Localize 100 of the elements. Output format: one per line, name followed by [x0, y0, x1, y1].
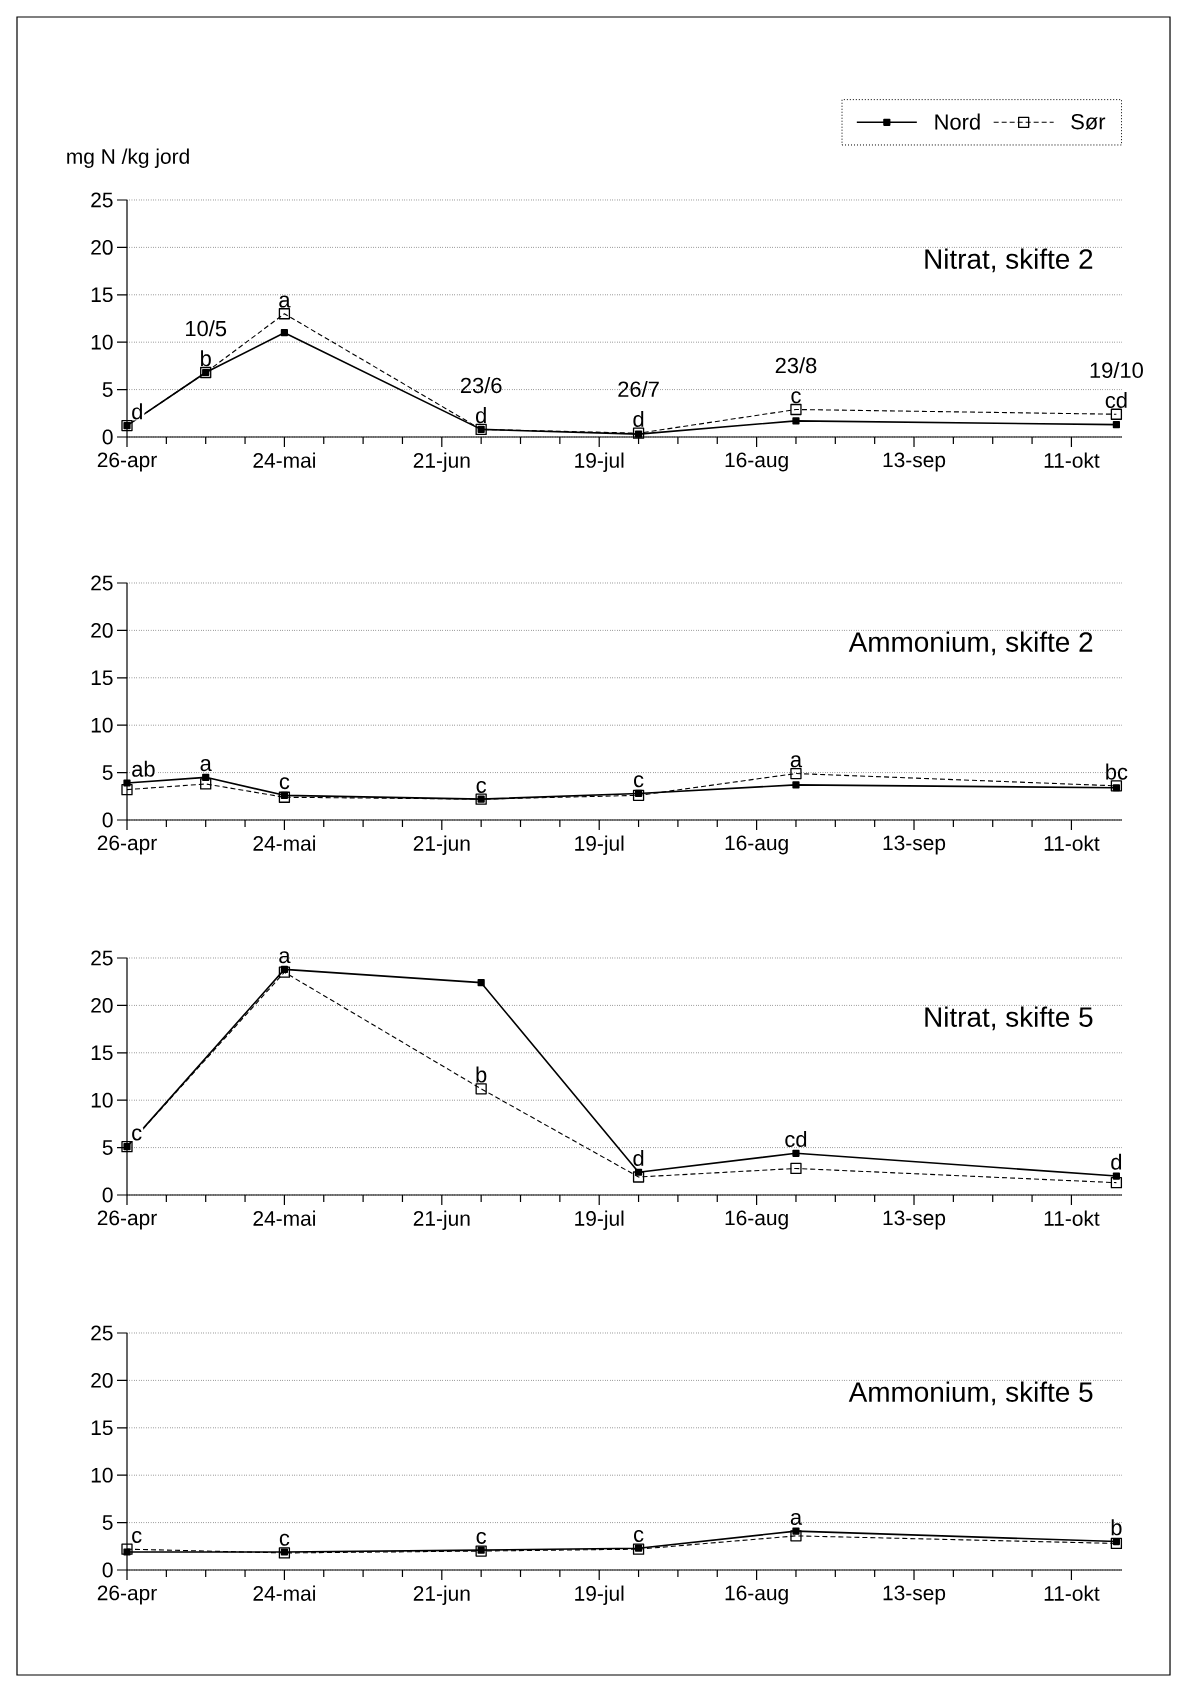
point — [121, 784, 133, 796]
point — [200, 778, 212, 790]
annotation: d — [633, 410, 644, 427]
y-tick-label: 20 — [91, 239, 113, 255]
point — [790, 1162, 802, 1175]
annotation: ab — [132, 760, 155, 777]
y-tick-label: 15 — [91, 287, 113, 303]
x-tick-label: 11-okt — [1044, 835, 1100, 851]
annotation: a — [790, 755, 803, 768]
annotation: a — [279, 295, 291, 308]
point — [477, 979, 485, 987]
x-tick-label: 21-jun — [413, 1210, 470, 1231]
x-tick-label: 24-mai — [253, 1585, 315, 1601]
legend-label: Nord — [935, 113, 980, 130]
x-tick-label: 19-jul — [575, 835, 624, 856]
text: Ammonium, skifte 2 — [848, 631, 1093, 656]
x-tick-label: 19-jul — [575, 1210, 624, 1231]
x-tick-label: 24-mai — [253, 835, 315, 851]
y-tick-label: 10 — [91, 1092, 113, 1108]
annotation: d — [1111, 1153, 1122, 1170]
x-tick-label: 13-sep — [883, 1585, 946, 1605]
point — [792, 781, 800, 789]
y-tick-label: 10 — [91, 717, 113, 733]
x-tick-label: 21-jun — [413, 452, 470, 473]
annotation: 23/6 — [460, 377, 502, 394]
legend-label: Sør — [1071, 113, 1106, 130]
annotation: 23/8 — [775, 357, 817, 374]
y-tick-label: 25 — [91, 950, 113, 966]
point — [792, 417, 800, 425]
point — [278, 791, 291, 803]
text: Nitrat, skifte 5 — [925, 1006, 1093, 1031]
point — [1110, 780, 1123, 792]
y-tick-label: 0 — [102, 429, 113, 445]
y-tick-label: 5 — [102, 1140, 113, 1155]
annotation: c — [634, 775, 644, 788]
y-tick-label: 25 — [91, 575, 113, 591]
y-tick-label: 0 — [102, 1562, 113, 1578]
x-tick-label: 26-apr — [97, 1210, 157, 1230]
annotation: c — [634, 1529, 644, 1542]
y-tick-label: 10 — [91, 1467, 113, 1483]
annotation: cd — [1105, 391, 1127, 409]
annotation: a — [279, 951, 291, 964]
x-tick-label: 21-jun — [413, 835, 470, 856]
annotation: 26/7 — [618, 380, 659, 397]
x-tick-label: 26-apr — [97, 452, 157, 472]
point — [280, 329, 288, 337]
x-tick-label: 24-mai — [253, 452, 315, 468]
x-tick-label: 21-jun — [413, 1585, 470, 1606]
y-axis-title: mg N /kg jord — [67, 148, 189, 169]
y-tick-label: 15 — [91, 1420, 113, 1436]
annotation: d — [633, 1149, 644, 1167]
x-tick-label: 26-apr — [97, 835, 157, 855]
annotation: c — [132, 1128, 142, 1141]
x-tick-label: 16-aug — [725, 835, 788, 855]
annotation: 19/10 — [1090, 361, 1143, 379]
annotation: b — [476, 1066, 487, 1083]
x-tick-label: 11-okt — [1044, 452, 1100, 468]
point — [790, 767, 802, 780]
point — [121, 1543, 133, 1555]
y-tick-label: 5 — [102, 382, 113, 397]
annotation: a — [200, 759, 212, 772]
annotation: c — [279, 1533, 290, 1546]
point — [278, 966, 291, 978]
x-tick-label: 16-aug — [725, 1210, 788, 1230]
annotation: 10/5 — [186, 320, 227, 337]
annotation: c — [476, 1531, 487, 1544]
y-tick-label: 20 — [91, 622, 113, 638]
annotation: a — [790, 1512, 803, 1525]
x-tick-label: 11-okt — [1044, 1585, 1100, 1601]
point — [1110, 408, 1123, 420]
y-tick-label: 5 — [102, 1515, 113, 1530]
point — [1110, 1537, 1123, 1550]
y-tick-label: 20 — [91, 1372, 113, 1388]
annotation: d — [132, 403, 142, 420]
point — [632, 1171, 645, 1183]
y-tick-label: 25 — [91, 192, 113, 208]
text: Nitrat, skifte 2 — [925, 248, 1093, 273]
x-tick-label: 26-apr — [97, 1585, 157, 1605]
point — [1110, 1177, 1123, 1189]
x-tick-label: 11-okt — [1044, 1210, 1100, 1226]
annotation: bc — [1106, 763, 1128, 780]
annotation: c — [132, 1530, 142, 1543]
x-tick-label: 19-jul — [575, 1585, 624, 1606]
y-tick-label: 0 — [102, 812, 113, 828]
y-tick-label: 20 — [91, 997, 113, 1013]
annotation: d — [475, 407, 486, 424]
y-tick-label: 15 — [91, 1045, 113, 1061]
annotation: c — [279, 777, 290, 790]
annotation: b — [201, 350, 211, 367]
annotation: c — [791, 391, 801, 404]
point — [790, 403, 802, 416]
point — [1112, 421, 1120, 429]
point — [278, 308, 291, 320]
x-tick-label: 24-mai — [253, 1210, 315, 1226]
x-tick-label: 19-jul — [575, 452, 624, 473]
x-tick-label: 13-sep — [883, 835, 946, 855]
text: Ammonium, skifte 5 — [848, 1381, 1093, 1406]
y-tick-label: 10 — [91, 334, 113, 350]
x-tick-label: 13-sep — [883, 1210, 946, 1230]
annotation: c — [476, 780, 487, 793]
